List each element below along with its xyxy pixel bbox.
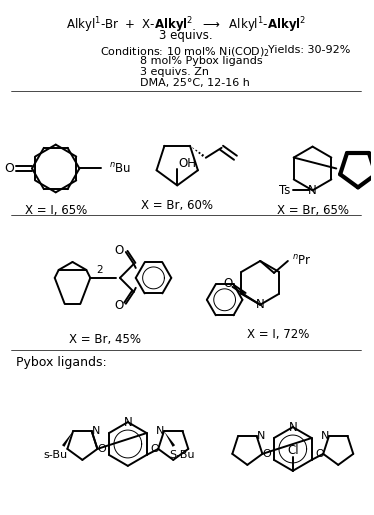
Text: N: N: [156, 426, 164, 436]
Text: 3 equivs. Zn: 3 equivs. Zn: [140, 67, 209, 77]
Text: Yields: 30-92%: Yields: 30-92%: [268, 45, 350, 55]
Text: O: O: [315, 449, 324, 459]
Text: O: O: [223, 278, 232, 290]
Text: X = Br, 65%: X = Br, 65%: [276, 204, 349, 217]
Text: O: O: [114, 299, 123, 312]
Text: O: O: [114, 244, 123, 256]
Text: s-Bu: s-Bu: [43, 450, 67, 460]
Text: Alkyl$^1$-Br  +  X-$\mathbf{Alkyl}^2$  $\longrightarrow$  Alkyl$^1$-$\mathbf{Alk: Alkyl$^1$-Br + X-$\mathbf{Alkyl}^2$ $\lo…: [66, 15, 306, 35]
Text: O: O: [262, 449, 271, 459]
Text: 2: 2: [96, 265, 102, 275]
Text: 3 equivs.: 3 equivs.: [159, 29, 213, 42]
Text: N: N: [257, 431, 265, 441]
Text: N: N: [288, 421, 297, 434]
Text: Pybox ligands:: Pybox ligands:: [16, 356, 107, 369]
Text: X = I, 65%: X = I, 65%: [25, 204, 87, 217]
Text: Ts: Ts: [279, 184, 291, 197]
Text: Conditions: 10 mol% Ni(COD)$_2$: Conditions: 10 mol% Ni(COD)$_2$: [100, 45, 270, 59]
Text: N: N: [321, 431, 329, 441]
Text: S-Bu: S-Bu: [169, 450, 194, 460]
Polygon shape: [164, 431, 175, 447]
Text: $^n$Pr: $^n$Pr: [292, 254, 312, 268]
Text: N: N: [256, 298, 264, 311]
Text: O: O: [150, 444, 159, 454]
Text: O: O: [97, 444, 106, 454]
Text: X = Br, 45%: X = Br, 45%: [69, 333, 141, 346]
Polygon shape: [62, 431, 73, 447]
Text: DMA, 25°C, 12-16 h: DMA, 25°C, 12-16 h: [140, 78, 249, 88]
Text: X = I, 72%: X = I, 72%: [247, 328, 309, 341]
Text: N: N: [308, 184, 317, 197]
Text: 8 mol% Pybox ligands: 8 mol% Pybox ligands: [140, 56, 262, 66]
Text: X = Br, 60%: X = Br, 60%: [141, 199, 213, 212]
Text: Cl: Cl: [287, 444, 298, 457]
Text: N: N: [123, 416, 132, 428]
Text: $^n$Bu: $^n$Bu: [109, 162, 131, 176]
Text: O: O: [4, 162, 14, 175]
Text: OH: OH: [178, 157, 196, 170]
Text: N: N: [92, 426, 100, 436]
